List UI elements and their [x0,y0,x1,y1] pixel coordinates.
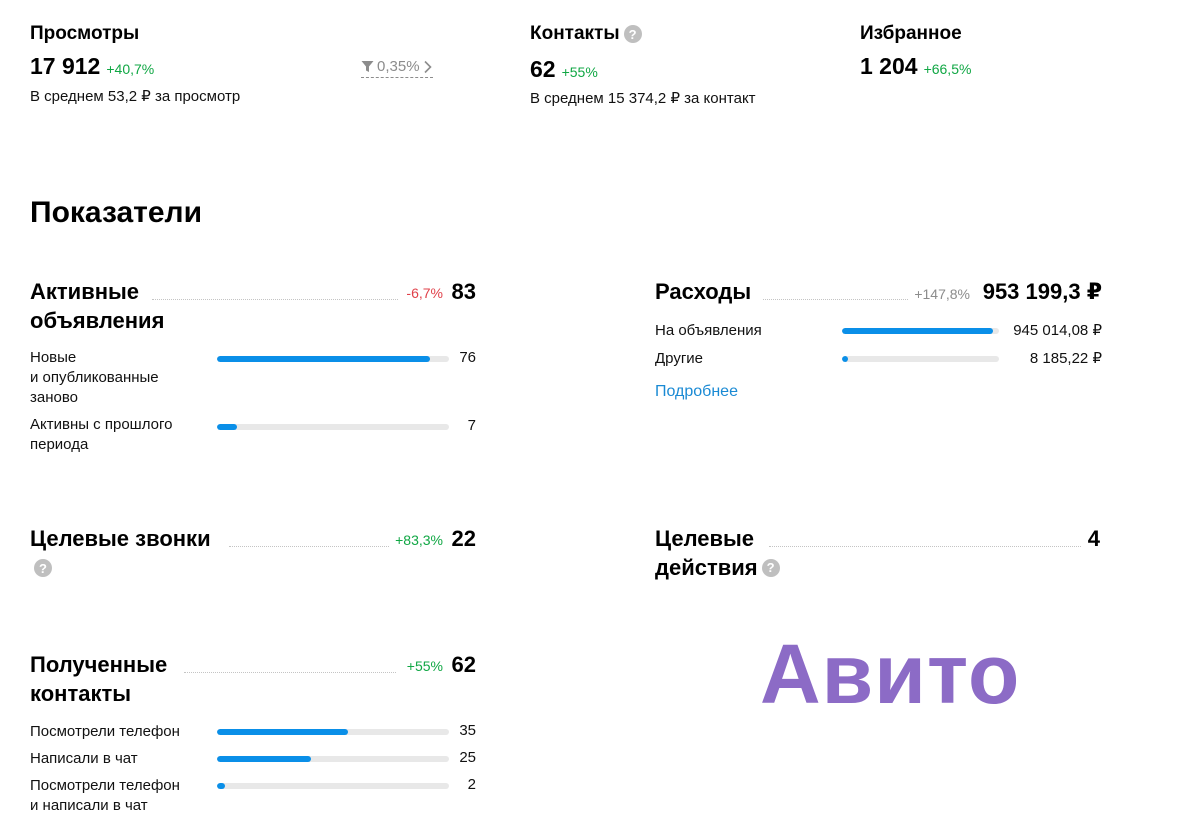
contacts-delta: +55% [561,64,598,80]
expenses-row-other-bar-fill [842,356,849,362]
target-actions-leader [769,546,1081,547]
active-listings-leader [152,299,398,300]
target-actions-title: Целевые действия ? [655,524,780,582]
received-contacts-delta: +55% [406,658,443,674]
expenses-row-other-value: 8 185,22 ₽ [1029,350,1102,367]
views-average: В среднем 53,2 ₽ за просмотр [30,88,241,105]
active-row-new-label-line3: заново [30,389,78,406]
section-title: Показатели [30,196,203,229]
active-row-prev-label: Активны с прошлого периода [30,415,215,455]
active-listings-title-line1: Активные [30,279,140,304]
active-listings-title: Активные объявления [30,277,164,335]
received-row-both-bar-fill [217,783,226,789]
target-actions-title-line1: Целевые [655,526,755,551]
received-row-both-label-line2: и написали в чат [30,797,148,814]
target-calls-leader [229,546,389,547]
received-contacts-leader [184,672,396,673]
active-row-prev-label-line2: периода [30,436,89,453]
received-row-chat-value: 25 [459,749,476,766]
received-row-both-label-line1: Посмотрели телефон [30,777,180,794]
received-row-chat-label: Написали в чат [30,750,138,767]
expenses-delta: +147,8% [914,286,970,302]
received-row-phone-bar-fill [217,729,349,735]
conversion-link[interactable]: 0,35% [361,58,433,78]
expenses-total: 953 199,3 ₽ [982,279,1102,304]
received-row-both-value: 2 [467,776,476,793]
avito-logo: Авито [760,627,1021,721]
received-row-both-bar [217,783,449,789]
active-row-prev-value: 7 [467,417,476,434]
contacts-title: Контакты [530,23,620,44]
contacts-value-row: 62 +55% [530,56,598,83]
received-row-phone-value: 35 [459,722,476,739]
favorites-value: 1 204 [860,53,918,79]
received-row-both-label: Посмотрели телефон и написали в чат [30,776,180,816]
filter-icon [361,60,374,73]
expenses-title: Расходы [655,279,752,304]
help-icon[interactable]: ? [623,25,642,43]
contacts-value: 62 [530,56,556,82]
views-title: Просмотры [30,23,140,44]
active-listings-total: 83 [451,279,476,304]
views-value-row: 17 912 +40,7% [30,53,154,80]
favorites-value-row: 1 204 +66,5% [860,53,971,80]
received-row-chat-bar-fill [217,756,311,762]
active-row-prev-bar-fill [217,424,237,430]
active-row-prev-label-line1: Активны с прошлого [30,416,173,433]
received-row-chat-bar [217,756,449,762]
help-icon[interactable]: ? [761,558,780,577]
active-row-new-bar [217,356,449,362]
conversion-value: 0,35% [377,58,420,75]
views-delta: +40,7% [106,61,155,77]
active-row-new-label-line2: и опубликованные [30,369,159,386]
favorites-title: Избранное [860,23,962,44]
help-icon[interactable]: ? [34,559,52,577]
active-row-new-value: 76 [459,349,476,366]
expenses-row-ads-bar [842,328,999,334]
active-row-new-label-line1: Новые [30,349,77,366]
target-calls-delta: +83,3% [395,532,443,548]
received-row-phone-bar [217,729,449,735]
expenses-row-ads-bar-fill [842,328,993,334]
expenses-row-other-label: Другие [655,350,704,367]
received-contacts-title: Полученные контакты [30,650,167,708]
target-actions-title-line2-row: действия ? [655,553,780,582]
expenses-row-other-bar [842,356,999,362]
target-actions-title-line2: действия [655,555,758,580]
expenses-row-ads-label: На объявления [655,322,762,339]
active-row-prev-bar [217,424,449,430]
views-value: 17 912 [30,53,101,79]
target-calls-title: Целевые звонки [30,526,211,551]
active-row-new-label: Новые и опубликованные заново [30,348,210,408]
received-row-phone-label: Посмотрели телефон [30,723,180,740]
target-calls-total: 22 [451,526,476,551]
active-row-new-bar-fill [217,356,431,362]
active-listings-delta: -6,7% [406,285,443,301]
contacts-average: В среднем 15 374,2 ₽ за контакт [530,90,756,107]
contacts-title-row: Контакты ? [530,23,642,45]
received-contacts-title-line1: Полученные [30,652,168,677]
received-contacts-title-line2: контакты [30,681,132,706]
active-listings-title-line2: объявления [30,308,165,333]
chevron-right-icon [423,60,433,74]
favorites-delta: +66,5% [923,61,972,77]
received-contacts-total: 62 [451,652,476,677]
expenses-leader [763,299,908,300]
expenses-more-link[interactable]: Подробнее [655,383,738,400]
target-actions-total: 4 [1087,526,1100,551]
expenses-row-ads-value: 945 014,08 ₽ [1013,322,1102,339]
